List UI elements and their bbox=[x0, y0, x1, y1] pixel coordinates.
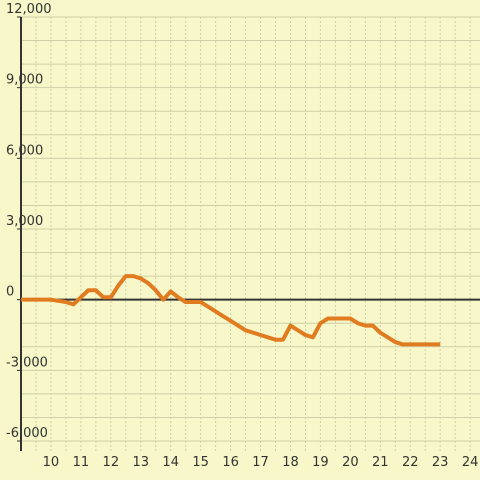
x-tick-label: 23 bbox=[432, 455, 449, 470]
x-tick-label: 11 bbox=[73, 455, 90, 470]
x-tick-label: 12 bbox=[103, 455, 120, 470]
x-tick-label: 22 bbox=[402, 455, 419, 470]
y-tick-label: -6,000 bbox=[6, 426, 48, 441]
x-tick-label: 14 bbox=[162, 455, 179, 470]
y-tick-label: 12,000 bbox=[6, 2, 52, 17]
x-tick-label: 20 bbox=[342, 455, 359, 470]
y-tick-label: -3,000 bbox=[6, 355, 48, 370]
series-line bbox=[21, 274, 441, 347]
x-tick-label: 13 bbox=[132, 455, 149, 470]
x-tick-label: 24 bbox=[462, 455, 479, 470]
y-tick-label: 0 bbox=[6, 285, 14, 300]
y-tick-label: 9,000 bbox=[6, 73, 43, 88]
x-tick-label: 18 bbox=[282, 455, 299, 470]
x-tick-label: 16 bbox=[222, 455, 239, 470]
x-tick-label: 15 bbox=[192, 455, 209, 470]
y-tick-label: 3,000 bbox=[6, 214, 43, 229]
y-tick-label: 6,000 bbox=[6, 143, 43, 158]
x-tick-label: 10 bbox=[43, 455, 60, 470]
x-tick-label: 19 bbox=[312, 455, 329, 470]
x-tick-label: 21 bbox=[372, 455, 389, 470]
x-tick-label: 17 bbox=[252, 455, 269, 470]
